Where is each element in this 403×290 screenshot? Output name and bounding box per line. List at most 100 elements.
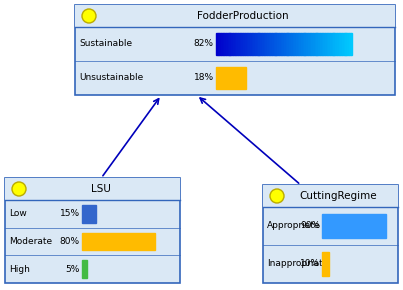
Bar [5,178,180,200]
Bar [328,33,330,55]
Bar [262,33,264,55]
Bar [238,33,240,55]
Bar [289,33,291,55]
Bar [322,252,329,276]
Bar [228,33,230,55]
Bar [216,33,218,55]
Text: 82%: 82% [194,39,214,48]
Bar [276,33,277,55]
Bar [264,33,265,55]
Bar [248,33,250,55]
Bar [335,33,337,55]
Bar [243,33,245,55]
Bar [322,33,323,55]
Bar [308,33,310,55]
Bar [284,33,286,55]
Text: 15%: 15% [60,209,80,218]
Text: FodderProduction: FodderProduction [197,11,289,21]
Bar [263,185,398,207]
Bar [287,33,289,55]
Bar [221,33,223,55]
Bar [263,185,398,283]
Bar [322,214,386,238]
Bar [296,33,298,55]
Bar [323,33,325,55]
Bar [216,67,246,89]
Bar [222,33,224,55]
Text: CuttingRegime: CuttingRegime [300,191,377,201]
Bar [226,33,228,55]
Bar [313,33,315,55]
Bar [316,33,318,55]
Bar [257,33,259,55]
Bar [298,33,299,55]
Circle shape [12,182,26,196]
Text: High: High [9,265,30,274]
Bar [306,33,308,55]
Text: 80%: 80% [60,237,80,246]
Bar [315,33,316,55]
Bar [245,33,247,55]
Bar [337,33,339,55]
Bar [75,5,395,95]
Text: Unsustainable: Unsustainable [79,73,143,82]
Bar [310,33,312,55]
Bar [318,33,320,55]
Bar [270,33,272,55]
Text: 18%: 18% [194,73,214,82]
Bar [260,33,262,55]
Circle shape [270,189,284,203]
Bar [303,33,305,55]
Bar [349,33,351,55]
Text: Sustainable: Sustainable [79,39,132,48]
Bar [250,33,252,55]
Bar [5,178,180,283]
Bar [291,33,293,55]
Bar [82,233,155,250]
Bar [283,33,284,55]
Bar [325,33,327,55]
Bar [299,33,301,55]
Bar [75,5,395,27]
Bar [327,33,328,55]
Bar [231,33,233,55]
Bar [233,33,235,55]
Bar [236,33,238,55]
Bar [255,33,257,55]
Bar [339,33,341,55]
Bar [82,260,87,278]
Bar [305,33,306,55]
Bar [344,33,345,55]
Bar [311,33,313,55]
Bar [301,33,303,55]
Bar [293,33,294,55]
Text: LSU: LSU [91,184,110,194]
Bar [258,33,260,55]
Circle shape [82,9,96,23]
Text: 10%: 10% [300,260,320,269]
Text: 90%: 90% [300,222,320,231]
Bar [347,33,349,55]
Bar [265,33,267,55]
Text: Moderate: Moderate [9,237,52,246]
Bar [294,33,296,55]
Bar [279,33,281,55]
Bar [280,33,283,55]
Bar [240,33,241,55]
Text: Appropriate: Appropriate [267,222,320,231]
Bar [272,33,274,55]
Bar [218,33,219,55]
Bar [269,33,270,55]
Text: 5%: 5% [66,265,80,274]
Bar [330,33,332,55]
Bar [224,33,226,55]
Bar [351,33,352,55]
Bar [334,33,335,55]
Bar [219,33,221,55]
Bar [345,33,347,55]
Bar [320,33,322,55]
Text: Low: Low [9,209,27,218]
Bar [253,33,255,55]
Bar [247,33,248,55]
Bar [277,33,279,55]
